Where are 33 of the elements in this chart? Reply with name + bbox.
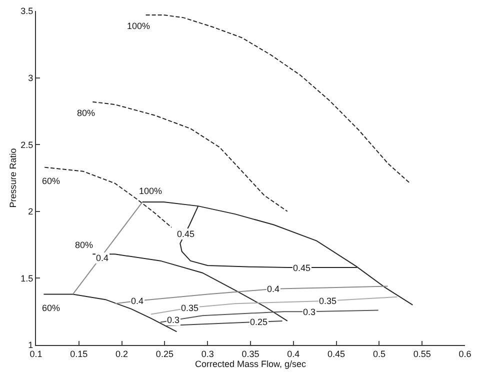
annotation: 0.45 — [177, 229, 195, 239]
y-tick-label: 2.5 — [20, 140, 34, 150]
annotation: 0.3 — [303, 307, 316, 317]
x-tick-label: 0.6 — [458, 348, 472, 359]
annotation: 0.4 — [96, 253, 109, 263]
annotation: 60% — [42, 176, 60, 186]
annotation: 80% — [77, 108, 96, 118]
x-tick-label: 0.45 — [328, 348, 346, 359]
annotation: 0.25 — [250, 317, 268, 327]
x-tick-label: 0.2 — [116, 348, 128, 359]
x-tick-label: 0.4 — [287, 348, 300, 359]
y-axis-title: Pressure Ratio — [8, 148, 18, 208]
y-tick-label: 3.5 — [20, 6, 34, 16]
x-tick-label: 0.3 — [201, 348, 214, 359]
y-tick-label: 1 — [28, 340, 34, 350]
x-tick-label: 0.5 — [372, 348, 386, 359]
x-tick-label: 0.1 — [30, 348, 42, 359]
y-tick-label: 1.5 — [20, 273, 34, 284]
annotation: 100% — [127, 21, 150, 31]
x-axis-title: Corrected Mass Flow, g/sec — [194, 358, 307, 369]
annotation: 0.3 — [167, 315, 180, 325]
x-tick-label: 0.55 — [413, 348, 431, 359]
x-tick-label: 0.15 — [70, 348, 88, 359]
y-tick-label: 2 — [28, 206, 34, 217]
x-tick-label: 0.25 — [156, 348, 174, 359]
annotation: 100% — [139, 186, 162, 196]
x-tick-label: 0.35 — [242, 348, 260, 359]
annotation: 60% — [42, 303, 60, 313]
annotation: 0.4 — [131, 296, 144, 306]
annotation: 0.45 — [293, 263, 311, 273]
annotation: 80% — [75, 240, 94, 250]
annotation: 0.4 — [267, 284, 280, 294]
y-tick-label: 3 — [28, 72, 34, 83]
